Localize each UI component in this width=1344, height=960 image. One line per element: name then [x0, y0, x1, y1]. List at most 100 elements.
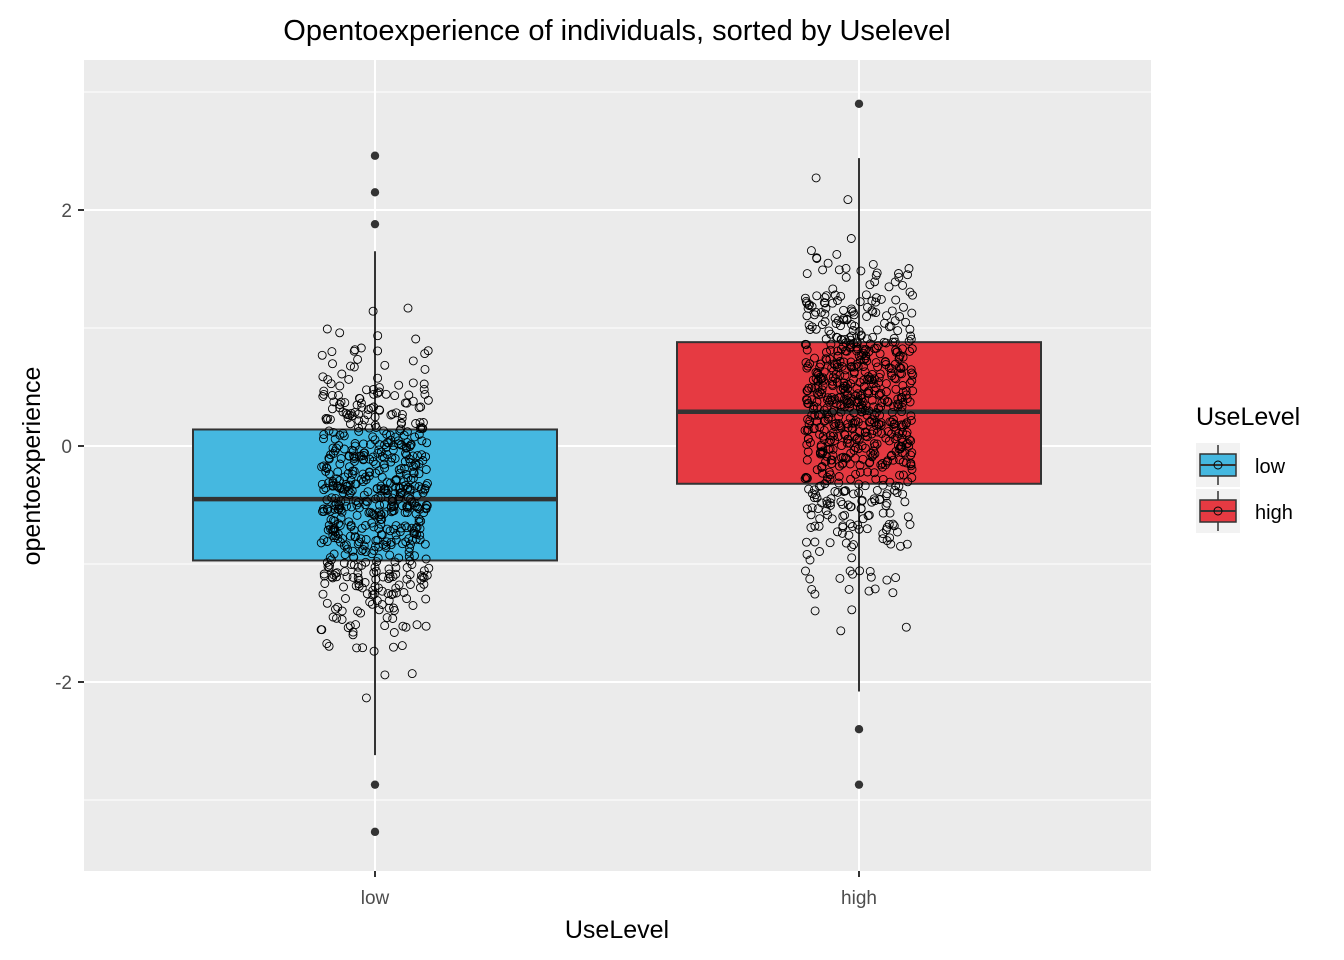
- jitter-point: [333, 467, 343, 477]
- jitter-point: [869, 446, 878, 456]
- jitter-point: [337, 606, 347, 616]
- jitter-point: [827, 407, 837, 417]
- jitter-point: [421, 594, 431, 604]
- jitter-point: [417, 450, 427, 460]
- jitter-point: [843, 419, 853, 429]
- jitter-point: [836, 626, 846, 636]
- jitter-point: [337, 369, 347, 379]
- jitter-point: [348, 446, 358, 456]
- jitter-point: [360, 578, 370, 587]
- jitter-point: [319, 389, 329, 399]
- jitter-point: [320, 579, 330, 588]
- jitter-point: [860, 346, 870, 356]
- outlier-point: [370, 188, 380, 197]
- jitter-point: [423, 395, 433, 405]
- jitter-point: [331, 493, 340, 503]
- jitter-point: [365, 454, 375, 464]
- jitter-point: [417, 436, 427, 446]
- jitter-point: [382, 613, 392, 623]
- jitter-point: [836, 291, 846, 301]
- jitter-point: [880, 395, 889, 405]
- jitter-point: [815, 481, 824, 491]
- jitter-point: [818, 265, 828, 275]
- jitter-point: [892, 527, 902, 537]
- jitter-point: [906, 459, 916, 469]
- jitter-point: [827, 392, 837, 402]
- jitter-point: [369, 646, 379, 656]
- jitter-point: [414, 403, 424, 413]
- jitter-point: [332, 572, 341, 582]
- jitter-point: [898, 398, 908, 407]
- jitter-point: [386, 537, 396, 547]
- jitter-point: [802, 394, 811, 404]
- jitter-point: [421, 554, 431, 564]
- jitter-point: [843, 500, 853, 510]
- jitter-point: [807, 395, 817, 405]
- jitter-point: [855, 297, 865, 307]
- outlier-point: [370, 827, 380, 837]
- jitter-point: [335, 328, 345, 338]
- jitter-point: [317, 625, 327, 635]
- jitter-point: [856, 266, 866, 276]
- jitter-point: [332, 481, 342, 491]
- jitter-point: [410, 432, 420, 442]
- jitter-point: [876, 418, 886, 428]
- jitter-point: [838, 383, 848, 393]
- jitter-point: [863, 302, 872, 312]
- jitter-point: [349, 451, 359, 461]
- jitter-point: [802, 504, 812, 514]
- jitter-point: [822, 347, 831, 357]
- jitter-point: [380, 463, 390, 473]
- x-tick-label: high: [841, 888, 877, 909]
- jitter-point: [350, 345, 360, 355]
- jitter-point: [899, 302, 908, 312]
- jitter-point: [865, 566, 875, 576]
- jitter-point: [904, 336, 914, 346]
- jitter-point: [356, 534, 366, 544]
- jitter-point: [825, 431, 835, 441]
- jitter-point: [901, 317, 911, 327]
- jitter-point: [346, 522, 356, 532]
- jitter-point: [819, 435, 829, 445]
- jitter-point: [415, 583, 425, 593]
- jitter-point: [895, 350, 905, 360]
- jitter-point: [831, 369, 841, 379]
- jitter-point: [319, 386, 329, 396]
- jitter-point: [352, 500, 362, 510]
- jitter-point: [868, 307, 878, 317]
- jitter-point: [397, 410, 407, 419]
- jitter-point: [811, 173, 821, 183]
- jitter-point: [322, 415, 332, 425]
- jitter-point: [386, 540, 396, 550]
- jitter-point: [900, 497, 910, 507]
- jitter-point: [882, 575, 892, 585]
- jitter-point: [802, 549, 812, 559]
- jitter-point: [336, 454, 346, 463]
- jitter-point: [855, 355, 865, 365]
- jitter-point: [901, 622, 911, 632]
- y-axis-title: opentoexperience: [18, 367, 46, 566]
- jitter-point: [323, 505, 333, 515]
- jitter-point: [888, 588, 898, 598]
- jitter-point: [846, 362, 856, 372]
- jitter-point: [373, 373, 383, 383]
- jitter-point: [394, 380, 404, 390]
- jitter-point: [855, 460, 865, 470]
- jitter-point: [335, 381, 345, 391]
- jitter-point: [353, 497, 363, 507]
- jitter-point: [423, 478, 432, 488]
- jitter-point: [399, 588, 409, 597]
- jitter-point: [414, 517, 424, 527]
- jitter-point: [812, 493, 822, 503]
- jitter-point: [408, 356, 418, 366]
- jitter-point: [380, 360, 390, 370]
- jitter-point: [325, 553, 335, 563]
- jitter-point: [861, 431, 871, 441]
- jitter-point: [319, 434, 328, 444]
- jitter-point: [890, 419, 899, 429]
- jitter-point: [892, 488, 902, 498]
- jitter-point: [821, 457, 831, 466]
- jitter-point: [854, 351, 864, 361]
- jitter-point: [820, 416, 830, 426]
- jitter-point: [327, 493, 337, 503]
